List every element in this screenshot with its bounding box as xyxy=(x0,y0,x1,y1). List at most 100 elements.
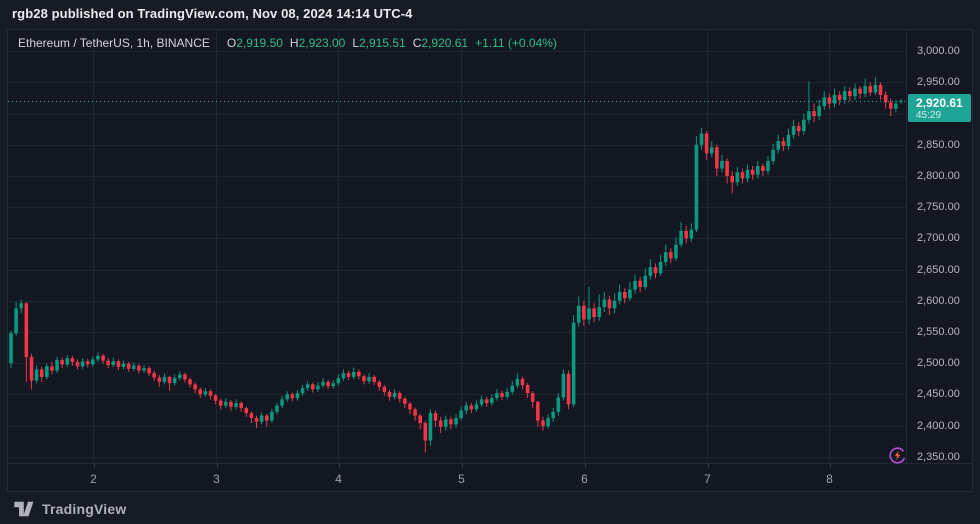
price-tick-label: 2,650.00 xyxy=(917,264,960,276)
candle xyxy=(34,365,39,384)
candle xyxy=(24,302,29,382)
candle xyxy=(270,408,274,423)
candle xyxy=(505,388,509,400)
candle xyxy=(643,268,648,290)
price-tick-label: 2,600.00 xyxy=(917,295,960,307)
candle xyxy=(725,158,729,184)
candle xyxy=(495,389,499,401)
candle xyxy=(842,86,847,104)
low-value: 2,915.51 xyxy=(359,36,406,50)
candle xyxy=(576,296,581,327)
candle xyxy=(162,373,167,385)
tradingview-wordmark: TradingView xyxy=(42,501,127,517)
candle xyxy=(443,415,448,431)
candle xyxy=(500,390,504,400)
candle xyxy=(633,274,637,294)
candle xyxy=(587,287,591,325)
candle xyxy=(280,396,284,409)
candle xyxy=(234,399,238,410)
candle xyxy=(203,388,208,397)
candle xyxy=(561,369,566,401)
candle xyxy=(397,391,402,403)
high-label: H xyxy=(289,36,299,50)
candle xyxy=(802,113,806,135)
candle xyxy=(653,263,658,279)
candle xyxy=(449,416,453,430)
candle xyxy=(111,357,116,367)
price-tick-label: 2,350.00 xyxy=(917,451,960,463)
candle xyxy=(592,303,596,322)
price-tick-label: 2,500.00 xyxy=(917,357,960,369)
candle xyxy=(96,352,100,362)
candle xyxy=(331,380,336,389)
candle xyxy=(244,406,249,417)
candle xyxy=(198,387,203,399)
candle xyxy=(275,402,279,415)
candle xyxy=(70,355,75,366)
candle xyxy=(372,375,376,386)
price-tick-label: 3,000.00 xyxy=(917,45,960,57)
candle xyxy=(755,161,760,179)
candle xyxy=(617,284,622,305)
candle xyxy=(183,372,187,383)
candle xyxy=(357,369,361,380)
candle xyxy=(786,128,791,150)
candle xyxy=(126,361,131,372)
candle xyxy=(239,401,243,412)
candle xyxy=(822,91,827,110)
time-tick-label: 2 xyxy=(90,472,97,486)
attribution-text: rgb28 published on TradingView.com, Nov … xyxy=(12,6,413,21)
candle xyxy=(106,358,110,369)
candle xyxy=(740,168,745,184)
candle xyxy=(310,382,315,393)
boost-flash-icon[interactable] xyxy=(888,446,907,465)
candle xyxy=(121,360,126,370)
price-tick-label: 2,850.00 xyxy=(917,139,960,151)
candle xyxy=(648,259,653,280)
candle xyxy=(679,222,683,248)
candle xyxy=(423,421,428,453)
candle xyxy=(101,353,105,364)
tradingview-logo[interactable]: TradingView xyxy=(10,499,126,519)
candle xyxy=(290,392,295,402)
candle xyxy=(571,315,576,407)
candle xyxy=(484,396,489,407)
candle xyxy=(888,98,893,117)
candle xyxy=(91,356,95,367)
time-tick-label: 8 xyxy=(826,472,833,486)
price-tick-label: 2,400.00 xyxy=(917,420,960,432)
price-axis[interactable]: 2,920.61 45:29 3,000.002,950.002,900.002… xyxy=(906,30,973,463)
candle xyxy=(853,83,857,100)
candle xyxy=(766,156,770,175)
candle xyxy=(709,141,714,158)
candle xyxy=(80,358,85,369)
candle xyxy=(536,400,540,427)
candle xyxy=(218,398,223,410)
open-label: O xyxy=(226,36,237,50)
candle xyxy=(628,282,632,301)
candle xyxy=(392,389,397,400)
candle xyxy=(50,361,54,375)
candlestick-chart[interactable] xyxy=(8,30,906,463)
time-tick-label: 7 xyxy=(704,472,711,486)
candle xyxy=(362,374,366,385)
candle xyxy=(873,77,878,95)
candle xyxy=(750,166,755,180)
candle xyxy=(771,143,775,165)
candle xyxy=(29,353,34,390)
time-axis[interactable]: 2 3 4 5 6 7 8 xyxy=(8,463,972,491)
tradingview-mark-icon xyxy=(14,501,34,517)
candle xyxy=(208,389,213,400)
candle xyxy=(827,93,832,109)
time-tick-mark xyxy=(707,464,709,468)
candle xyxy=(566,370,571,410)
time-tick-label: 4 xyxy=(335,472,342,486)
time-tick-label: 3 xyxy=(213,472,220,486)
candle xyxy=(65,355,70,367)
chart-plot-area[interactable]: Ethereum / TetherUS, 1h, BINANCE O2,919.5… xyxy=(8,30,906,463)
candle xyxy=(300,385,305,396)
candle xyxy=(541,416,545,431)
candle xyxy=(863,78,867,98)
high-value: 2,923.00 xyxy=(298,36,346,50)
